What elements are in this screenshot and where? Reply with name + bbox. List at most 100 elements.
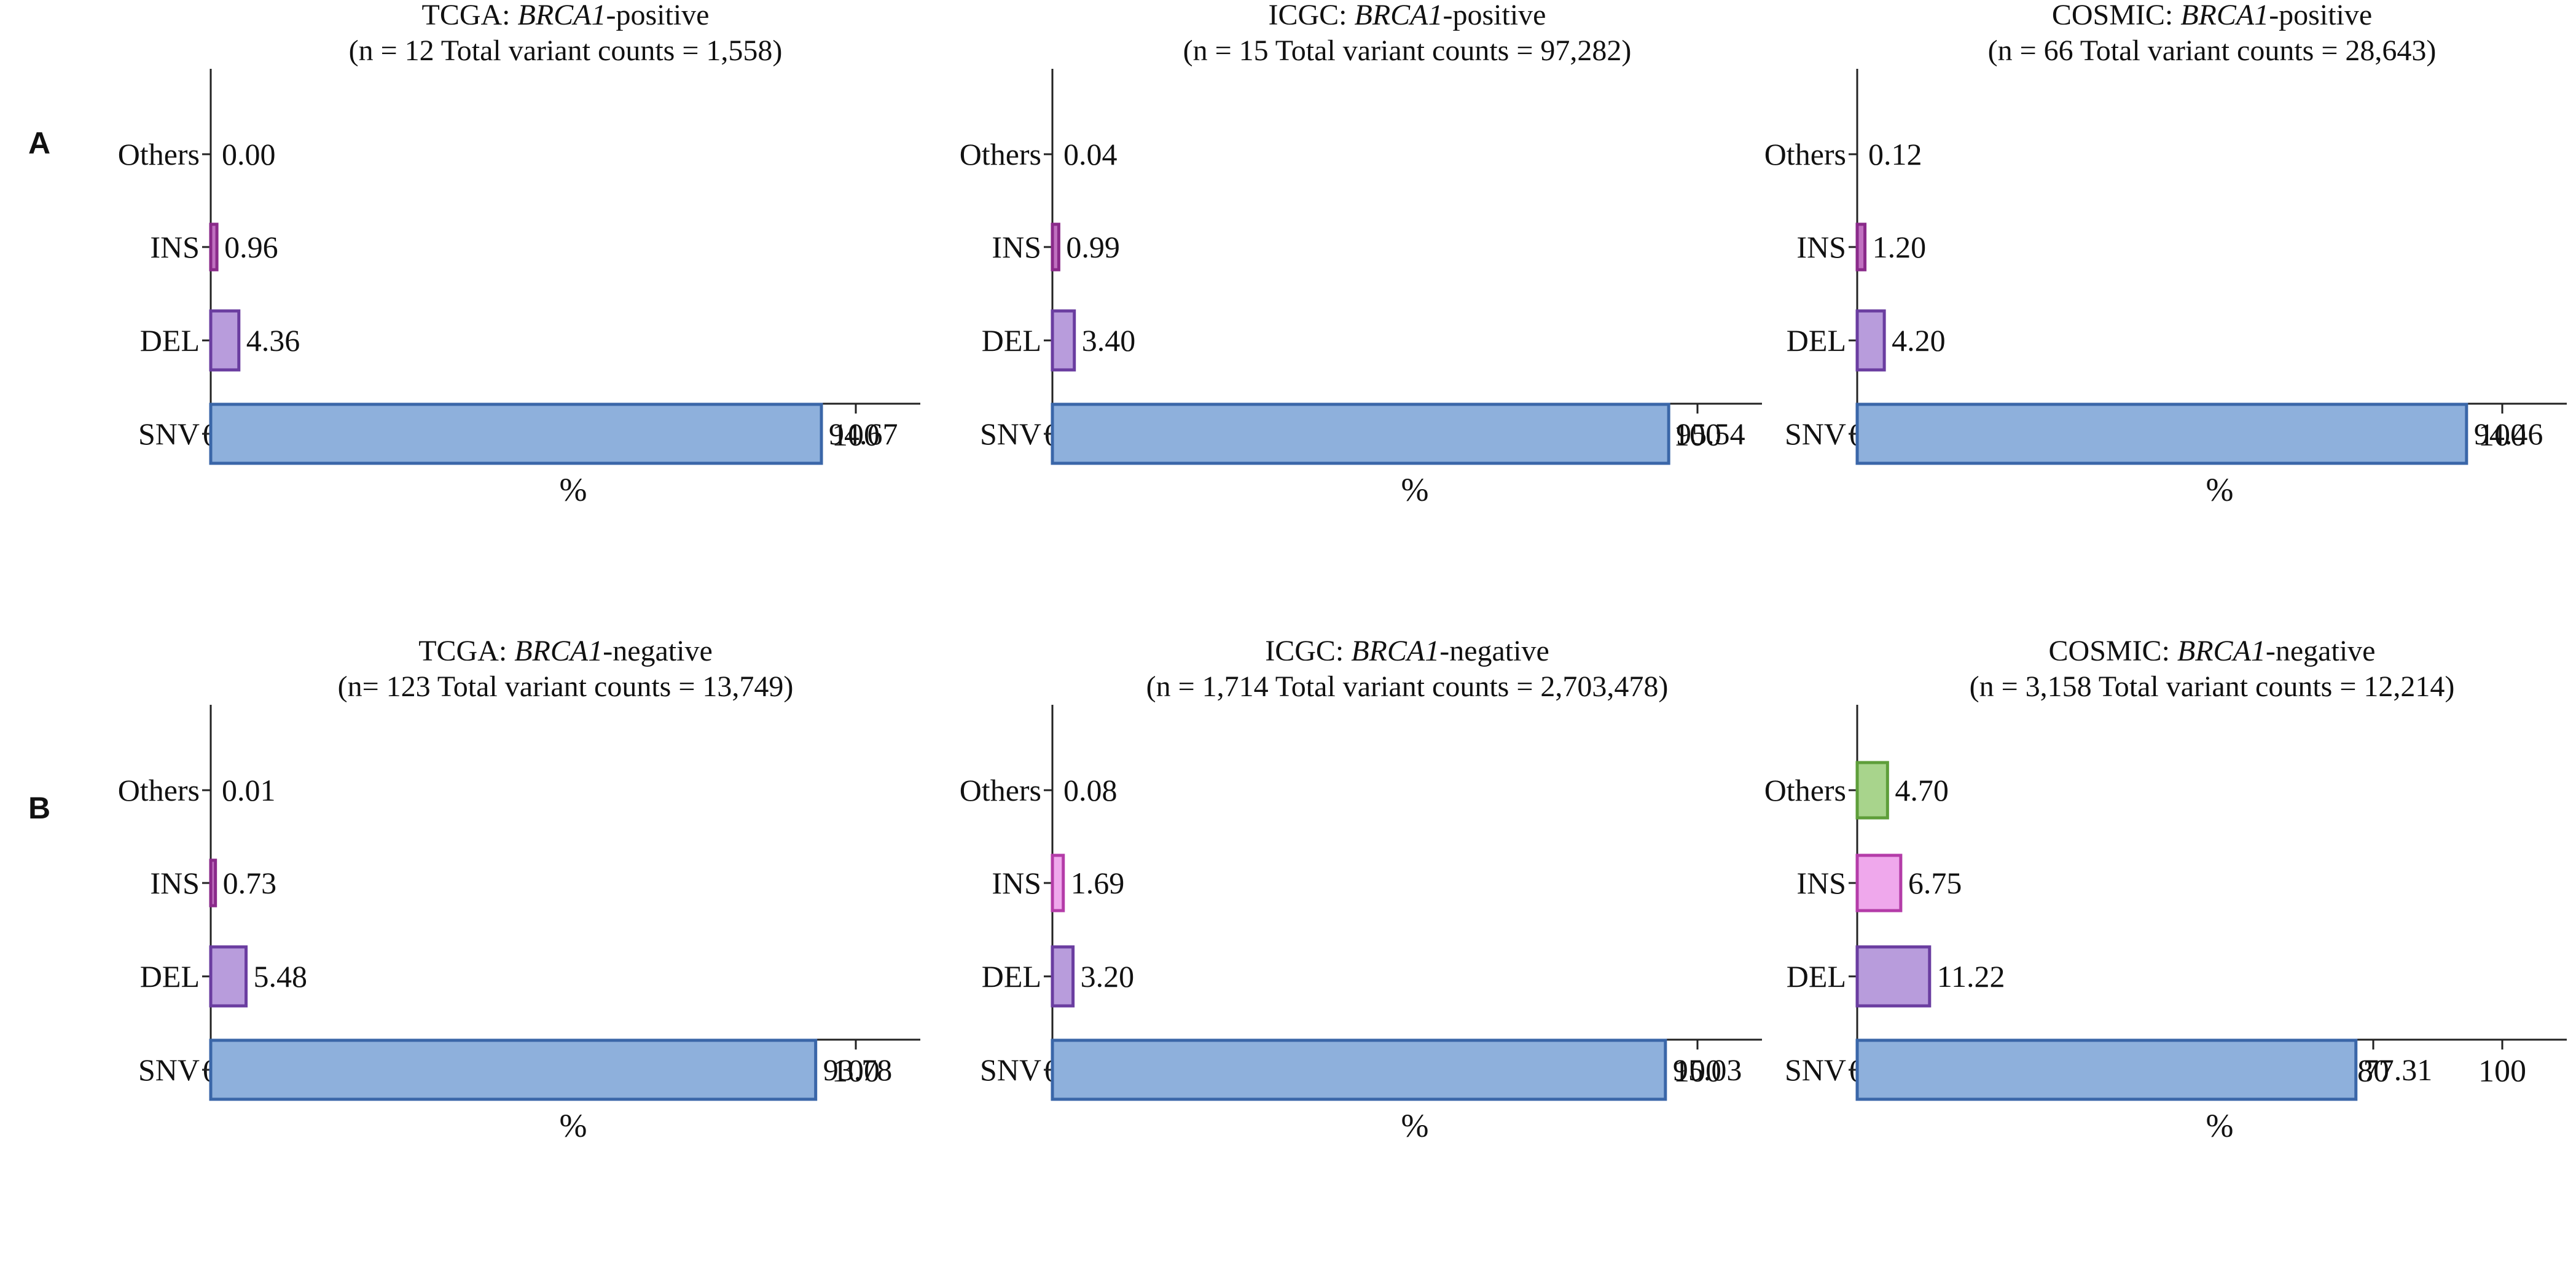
value-label-snv: 94.67: [829, 417, 898, 451]
chart-title-prefix: COSMIC:: [2049, 635, 2177, 667]
category-label-ins: INS: [1796, 866, 1846, 900]
category-label-others: Others: [118, 773, 200, 807]
bar-ins: [209, 858, 217, 908]
category-label-del: DEL: [982, 323, 1041, 358]
category-label-ins: INS: [992, 866, 1041, 900]
bar-snv: [1855, 402, 2468, 465]
chart-title-suffix: -negative: [2266, 635, 2376, 667]
x-tick-label: 100: [1674, 418, 1721, 453]
value-label-ins: 0.96: [224, 230, 278, 264]
value-label-snv: 95.54: [1676, 417, 1745, 451]
value-label-del: 3.20: [1081, 959, 1135, 994]
bar-ins: [1855, 222, 1867, 272]
chart-5: ICGC: BRCA1-negative(n = 1,714 Total var…: [960, 635, 1762, 1144]
chart-title: TCGA: BRCA1-positive: [422, 0, 710, 31]
bar-ins: [1855, 853, 1903, 912]
value-label-others: 4.70: [1895, 773, 1949, 807]
value-label-del: 3.40: [1082, 323, 1136, 358]
bar-ins: [1051, 853, 1065, 912]
x-tick-label: 100: [2478, 418, 2526, 453]
category-label-del: DEL: [1787, 323, 1846, 358]
chart-title-suffix: -positive: [1443, 0, 1546, 31]
value-label-others: 0.12: [1868, 137, 1922, 171]
chart-2: ICGC: BRCA1-positive(n = 15 Total varian…: [960, 0, 1762, 508]
chart-title-gene: BRCA1: [2177, 635, 2266, 667]
value-label-snv: 95.03: [1673, 1053, 1742, 1087]
value-label-ins: 0.99: [1066, 230, 1120, 264]
category-label-others: Others: [1764, 773, 1846, 807]
value-label-others: 0.08: [1063, 773, 1118, 807]
value-label-ins: 1.20: [1873, 230, 1927, 264]
category-label-del: DEL: [982, 959, 1041, 994]
category-label-ins: INS: [150, 866, 200, 900]
value-label-others: 0.04: [1063, 137, 1118, 171]
bar-snv: [209, 1038, 818, 1101]
category-label-others: Others: [1764, 137, 1846, 171]
category-label-ins: INS: [1796, 230, 1846, 264]
panel-label-a: A: [28, 126, 50, 160]
chart-title: TCGA: BRCA1-negative: [418, 635, 713, 667]
bar-snv: [1855, 1038, 2358, 1101]
value-label-del: 4.20: [1892, 323, 1946, 358]
category-label-others: Others: [118, 137, 200, 171]
x-tick-label: 80: [2357, 1054, 2389, 1089]
x-tick-label: 100: [1674, 1054, 1721, 1089]
value-label-snv: 93.78: [823, 1053, 893, 1087]
bar-ins: [209, 222, 219, 272]
chart-title: ICGC: BRCA1-negative: [1265, 635, 1549, 667]
chart-title: ICGC: BRCA1-positive: [1269, 0, 1546, 31]
chart-title-prefix: TCGA:: [418, 635, 514, 667]
x-tick-label: 100: [832, 1054, 880, 1089]
x-axis-label: %: [1401, 471, 1429, 508]
bar-del: [1855, 309, 1886, 372]
value-label-ins: 6.75: [1908, 866, 1962, 900]
chart-title-prefix: ICGC:: [1269, 0, 1355, 31]
bar-del: [1855, 945, 1932, 1008]
category-label-ins: INS: [992, 230, 1041, 264]
category-label-snv: SNV: [138, 417, 200, 451]
x-tick-label: 100: [832, 418, 880, 453]
category-label-snv: SNV: [1785, 1053, 1846, 1087]
chart-title: COSMIC: BRCA1-positive: [2052, 0, 2372, 31]
value-label-del: 11.22: [1937, 959, 2005, 994]
bar-snv: [1051, 1038, 1667, 1101]
chart-6: COSMIC: BRCA1-negative(n = 3,158 Total v…: [1764, 635, 2567, 1144]
category-label-snv: SNV: [980, 1053, 1041, 1087]
charts-container: TCGA: BRCA1-positive(n = 12 Total varian…: [118, 0, 2567, 1144]
category-label-snv: SNV: [1785, 417, 1846, 451]
chart-title-gene: BRCA1: [1351, 635, 1439, 667]
panel-label-b: B: [28, 791, 50, 825]
x-axis-label: %: [2206, 1107, 2234, 1144]
bar-ins: [1051, 222, 1060, 272]
value-label-ins: 1.69: [1071, 866, 1125, 900]
chart-3: COSMIC: BRCA1-positive(n = 66 Total vari…: [1764, 0, 2567, 508]
chart-subtitle: (n = 15 Total variant counts = 97,282): [1183, 34, 1632, 67]
x-axis-label: %: [2206, 471, 2234, 508]
chart-title-suffix: -positive: [606, 0, 710, 31]
chart-title-gene: BRCA1: [514, 635, 603, 667]
bar-others: [1855, 761, 1889, 820]
bar-del: [1051, 309, 1076, 372]
chart-title-gene: BRCA1: [518, 0, 606, 31]
value-label-others: 0.01: [222, 773, 276, 807]
chart-title-suffix: -positive: [2269, 0, 2372, 31]
chart-subtitle: (n = 1,714 Total variant counts = 2,703,…: [1146, 670, 1669, 703]
chart-title-suffix: -negative: [603, 635, 713, 667]
category-label-others: Others: [960, 137, 1041, 171]
chart-title-gene: BRCA1: [2180, 0, 2269, 31]
category-label-snv: SNV: [980, 417, 1041, 451]
bar-snv: [1051, 402, 1670, 465]
chart-subtitle: (n = 3,158 Total variant counts = 12,214…: [1970, 670, 2455, 703]
chart-subtitle: (n = 12 Total variant counts = 1,558): [349, 34, 783, 67]
chart-subtitle: (n = 66 Total variant counts = 28,643): [1988, 34, 2437, 67]
chart-title-gene: BRCA1: [1355, 0, 1443, 31]
value-label-del: 5.48: [254, 959, 308, 994]
category-label-del: DEL: [1787, 959, 1846, 994]
chart-title-suffix: -negative: [1439, 635, 1549, 667]
x-axis-label: %: [560, 471, 587, 508]
chart-subtitle: (n= 123 Total variant counts = 13,749): [338, 670, 794, 703]
bar-snv: [209, 402, 823, 465]
value-label-ins: 0.73: [223, 866, 277, 900]
bar-del: [1051, 945, 1075, 1008]
